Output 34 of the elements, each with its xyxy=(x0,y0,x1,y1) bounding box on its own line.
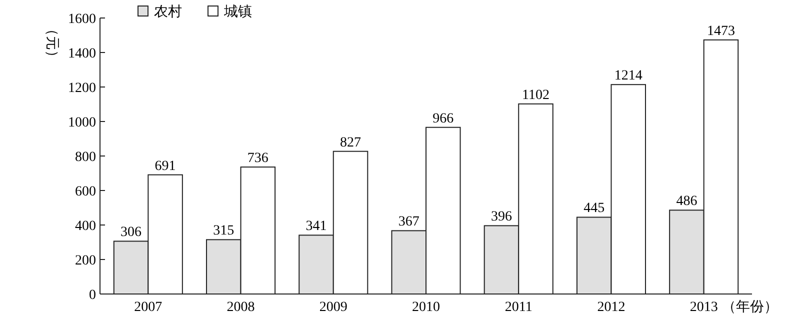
y-axis-title: （元） xyxy=(44,22,59,64)
x-tick-label: 2013 xyxy=(690,300,718,315)
y-tick-label: 0 xyxy=(89,288,96,303)
x-tick-label: 2010 xyxy=(412,300,440,315)
data-label: 827 xyxy=(340,135,362,150)
x-tick-label: 2007 xyxy=(134,300,162,315)
y-tick-label: 1600 xyxy=(68,12,96,27)
data-label: 691 xyxy=(154,158,176,174)
y-tick-label: 800 xyxy=(75,150,96,165)
data-label: 367 xyxy=(398,214,420,230)
y-tick-label: 1200 xyxy=(68,80,96,96)
data-label: 306 xyxy=(120,225,142,240)
data-label: 486 xyxy=(676,194,698,210)
y-tick-label: 200 xyxy=(75,253,96,268)
x-tick-label: 2012 xyxy=(597,300,626,315)
x-axis-title: （年份） xyxy=(722,299,778,315)
y-tick-label: 600 xyxy=(75,184,96,200)
data-label: 1214 xyxy=(614,68,642,84)
data-label: 315 xyxy=(213,224,234,239)
data-label: 1102 xyxy=(522,88,550,103)
data-label: 396 xyxy=(490,210,512,225)
x-tick-label: 2009 xyxy=(319,300,348,315)
y-tick-label: 1400 xyxy=(68,46,96,62)
x-tick-label: 2011 xyxy=(504,300,532,315)
legend-label: 农村 xyxy=(154,4,182,20)
data-label: 1473 xyxy=(706,24,735,39)
y-tick-label: 1000 xyxy=(68,115,96,130)
data-label: 966 xyxy=(432,111,454,126)
y-tick-label: 400 xyxy=(75,218,96,234)
x-tick-label: 2008 xyxy=(226,300,255,315)
data-label: 341 xyxy=(306,219,327,234)
data-label: 736 xyxy=(247,151,268,166)
legend-label: 城镇 xyxy=(223,4,252,20)
data-label: 445 xyxy=(584,201,605,216)
